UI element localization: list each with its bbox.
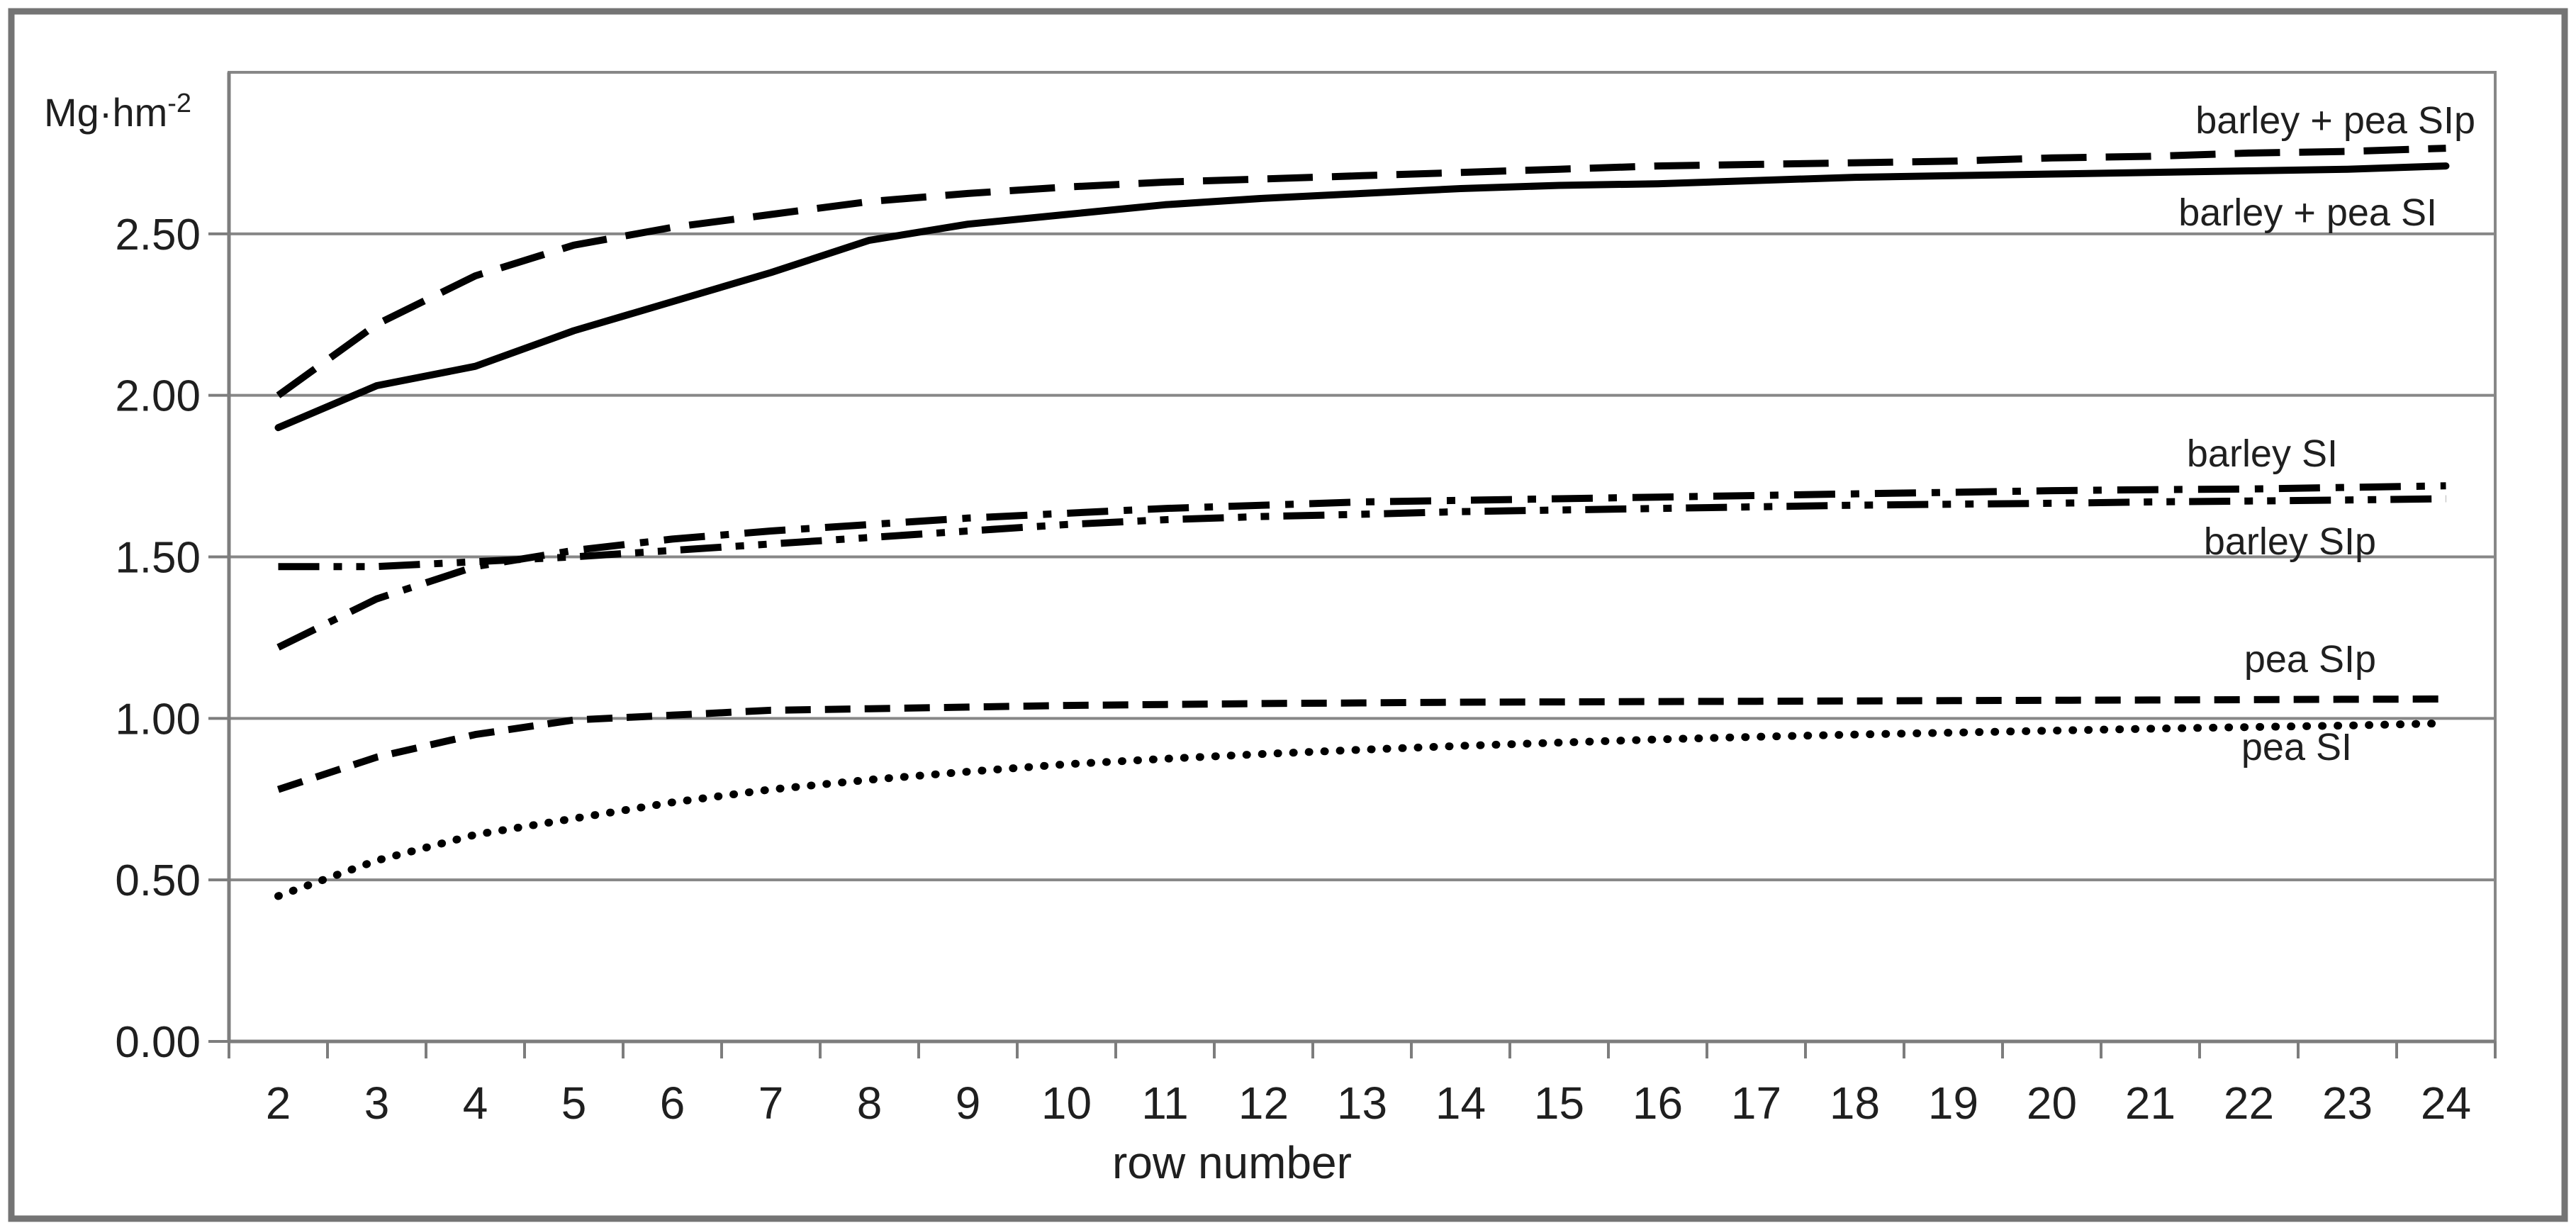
x-tick-label: 4 (463, 1078, 488, 1129)
y-tick-label: 1.00 (115, 695, 201, 744)
x-tick-label: 10 (1041, 1078, 1092, 1129)
y-tick-labels: 0.00 0.50 1.00 1.50 2.00 2.50 (115, 211, 201, 1067)
series-label-pea-sip: pea SIp (2244, 638, 2376, 681)
x-tick-label: 24 (2421, 1078, 2471, 1129)
series-line-barley-pea-sip (276, 145, 2446, 398)
y-tick-label: 2.00 (115, 372, 201, 421)
series-label-barley-sip: barley SIp (2204, 520, 2376, 563)
x-tick-label: 17 (1731, 1078, 1781, 1129)
x-tick-label: 18 (1830, 1078, 1880, 1129)
y-axis-unit-exponent: -2 (167, 89, 191, 118)
x-tick-label: 13 (1337, 1078, 1387, 1129)
series-label-pea-si: pea SI (2241, 726, 2352, 768)
series-line-barley-sip (278, 495, 2446, 571)
series-labels: barley + pea SIp barley + pea SI barley SI… (2178, 99, 2475, 768)
series-line-pea-si (274, 719, 2450, 900)
x-axis-title: row number (1112, 1137, 1352, 1188)
x-tick-label: 9 (956, 1078, 981, 1129)
series-line-barley-pea-si (274, 162, 2450, 432)
x-tick-labels: 2 3 4 5 6 7 8 9 10 11 12 13 14 15 16 17 18 19 20 21 22 23 24 (266, 1078, 2471, 1129)
series-label-barley-si: barley SI (2187, 432, 2338, 475)
x-tick-label: 22 (2224, 1078, 2274, 1129)
x-tick-label: 5 (561, 1078, 587, 1129)
x-tick-label: 14 (1435, 1078, 1486, 1129)
series-label-barley-pea-sip: barley + pea SIp (2195, 99, 2475, 142)
x-tick-label: 8 (857, 1078, 883, 1129)
y-tick-label: 0.50 (115, 856, 201, 905)
x-tick-label: 6 (660, 1078, 685, 1129)
x-tick-label: 23 (2322, 1078, 2373, 1129)
x-tick-label: 3 (364, 1078, 390, 1129)
x-tick-label: 2 (266, 1078, 291, 1129)
x-tick-label: 11 (1141, 1078, 1188, 1129)
figure-border (8, 8, 2568, 1222)
x-tick-label: 20 (2027, 1078, 2077, 1129)
x-tick-label: 12 (1238, 1078, 1289, 1129)
y-axis-unit: Mg·hm-2 (44, 89, 191, 135)
series-line-pea-sip (276, 695, 2446, 793)
x-tick-label: 7 (758, 1078, 784, 1129)
x-tick-label: 19 (1928, 1078, 1978, 1129)
series-lines (274, 145, 2450, 900)
y-axis-unit-base: Mg·hm (44, 90, 167, 135)
y-tick-label: 0.00 (115, 1018, 201, 1067)
x-tick-label: 15 (1534, 1078, 1584, 1129)
x-tick-label: 21 (2125, 1078, 2175, 1129)
axis-ticks (208, 232, 2497, 1058)
series-label-barley-pea-si: barley + pea SI (2178, 191, 2437, 234)
y-tick-label: 2.50 (115, 211, 201, 259)
y-tick-label: 1.50 (115, 534, 201, 583)
x-tick-label: 16 (1633, 1078, 1683, 1129)
